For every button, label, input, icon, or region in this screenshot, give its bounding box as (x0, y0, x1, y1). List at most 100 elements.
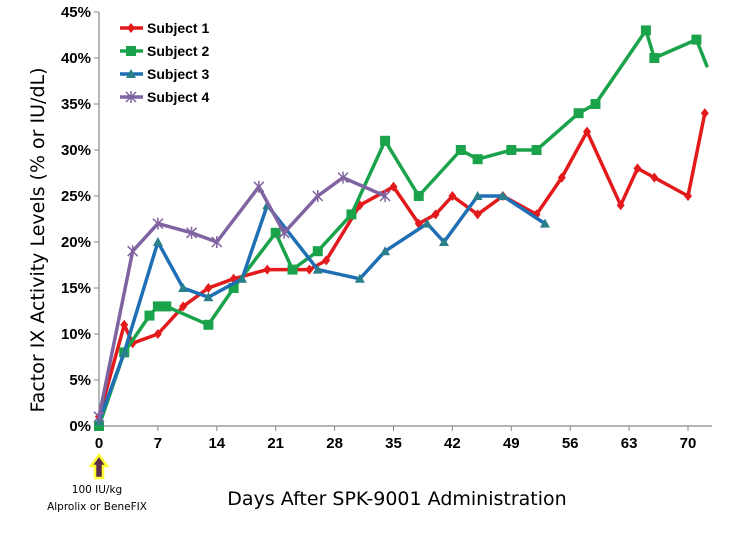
y-tick-label: 5% (69, 372, 91, 389)
data-point (472, 191, 483, 200)
data-point (413, 191, 424, 201)
y-tick-label: 40% (61, 50, 91, 67)
x-axis-label: Days After SPK-9001 Administration (227, 488, 566, 510)
data-point (539, 218, 550, 228)
y-tick-label: 15% (61, 280, 91, 297)
legend-label: Subject 3 (147, 66, 209, 82)
up-arrow-icon (88, 452, 110, 480)
series-3 (94, 191, 550, 426)
data-point (263, 264, 272, 275)
data-point (270, 227, 281, 238)
data-point (153, 329, 162, 339)
data-point (119, 347, 130, 357)
data-point (455, 145, 466, 155)
data-point (278, 226, 290, 239)
y-tick-label: 20% (61, 234, 91, 251)
data-point (337, 171, 349, 184)
legend-label: Subject 2 (147, 43, 209, 59)
data-point (583, 126, 592, 137)
data-point (422, 218, 433, 228)
legend-marker (126, 46, 136, 56)
data-point (287, 264, 298, 275)
x-tick-label: 49 (503, 435, 520, 452)
series-line (97, 175, 386, 418)
x-tick-label: 42 (444, 435, 461, 452)
legend-marker (127, 23, 135, 33)
data-point (228, 283, 239, 293)
x-tick-label: 28 (326, 435, 343, 452)
x-tick-label: 0 (95, 435, 103, 452)
data-point (557, 172, 566, 183)
y-axis-label: Factor IX Activity Levels (% or IU/dL) (27, 68, 49, 413)
data-point (379, 190, 391, 202)
x-tick-label: 70 (680, 435, 697, 452)
y-tick-label: 35% (61, 96, 91, 113)
legend-label: Subject 4 (147, 89, 209, 105)
data-point (312, 264, 323, 274)
data-point (120, 319, 129, 330)
y-tick-label: 0% (69, 418, 91, 435)
data-point (94, 421, 104, 431)
x-tick-label: 21 (267, 435, 284, 452)
data-point (633, 163, 642, 174)
y-tick-label: 30% (61, 142, 91, 159)
series-2 (94, 25, 709, 431)
data-point (448, 191, 457, 201)
data-point (380, 246, 391, 256)
data-point (203, 319, 214, 330)
data-point (616, 200, 625, 211)
data-point (590, 99, 601, 109)
x-tick-label: 14 (208, 435, 225, 452)
dose-annotation: 100 IU/kg Alprolix or BeneFIX (47, 452, 147, 513)
data-point (354, 273, 365, 283)
data-point (380, 135, 391, 146)
data-point (204, 283, 213, 293)
data-point (179, 301, 188, 312)
series-1 (95, 108, 709, 422)
data-point (573, 108, 584, 119)
series-4 (93, 171, 391, 423)
data-point (161, 301, 172, 312)
data-point (497, 191, 508, 200)
data-point (152, 301, 163, 312)
data-point (640, 25, 651, 36)
data-point (127, 245, 139, 258)
data-point (531, 145, 542, 155)
data-point (700, 108, 709, 119)
x-tick-label: 56 (562, 435, 579, 452)
legend-item-4: Subject 4 (120, 89, 209, 105)
data-point (152, 217, 164, 230)
data-point (431, 209, 440, 220)
data-point (144, 310, 155, 321)
data-point (389, 181, 398, 192)
data-point (312, 190, 324, 202)
data-point (203, 292, 214, 302)
legend-label: Subject 1 (147, 20, 209, 36)
data-point (305, 264, 314, 275)
data-point (506, 145, 517, 155)
legend-marker (126, 69, 136, 78)
x-tick-label: 63 (621, 435, 638, 452)
data-point (473, 209, 482, 220)
data-point (178, 283, 189, 292)
legend: Subject 1 Subject 2 Subject 3 Subject 4 (120, 20, 209, 105)
legend-marker (125, 91, 137, 103)
x-tick-label: 7 (154, 435, 162, 452)
data-point (211, 236, 223, 248)
y-tick-label: 45% (61, 4, 91, 21)
data-point (649, 53, 660, 63)
legend-item-3: Subject 3 (120, 66, 209, 82)
data-point (253, 180, 265, 193)
legend-item-2: Subject 2 (120, 43, 209, 59)
series-group (93, 25, 709, 431)
data-point (650, 172, 659, 183)
data-point (186, 226, 198, 239)
axes: 0% 5% 10% 15% 20% 25% 30% 35% 40% 45% 0 7 14 21 28 35 42… (61, 4, 712, 452)
data-point (152, 237, 163, 246)
y-tick-label: 10% (61, 326, 91, 343)
dose-note-line1: 100 IU/kg (72, 484, 122, 496)
legend-item-1: Subject 1 (120, 20, 209, 36)
data-point (472, 154, 483, 165)
series-line (97, 112, 707, 418)
